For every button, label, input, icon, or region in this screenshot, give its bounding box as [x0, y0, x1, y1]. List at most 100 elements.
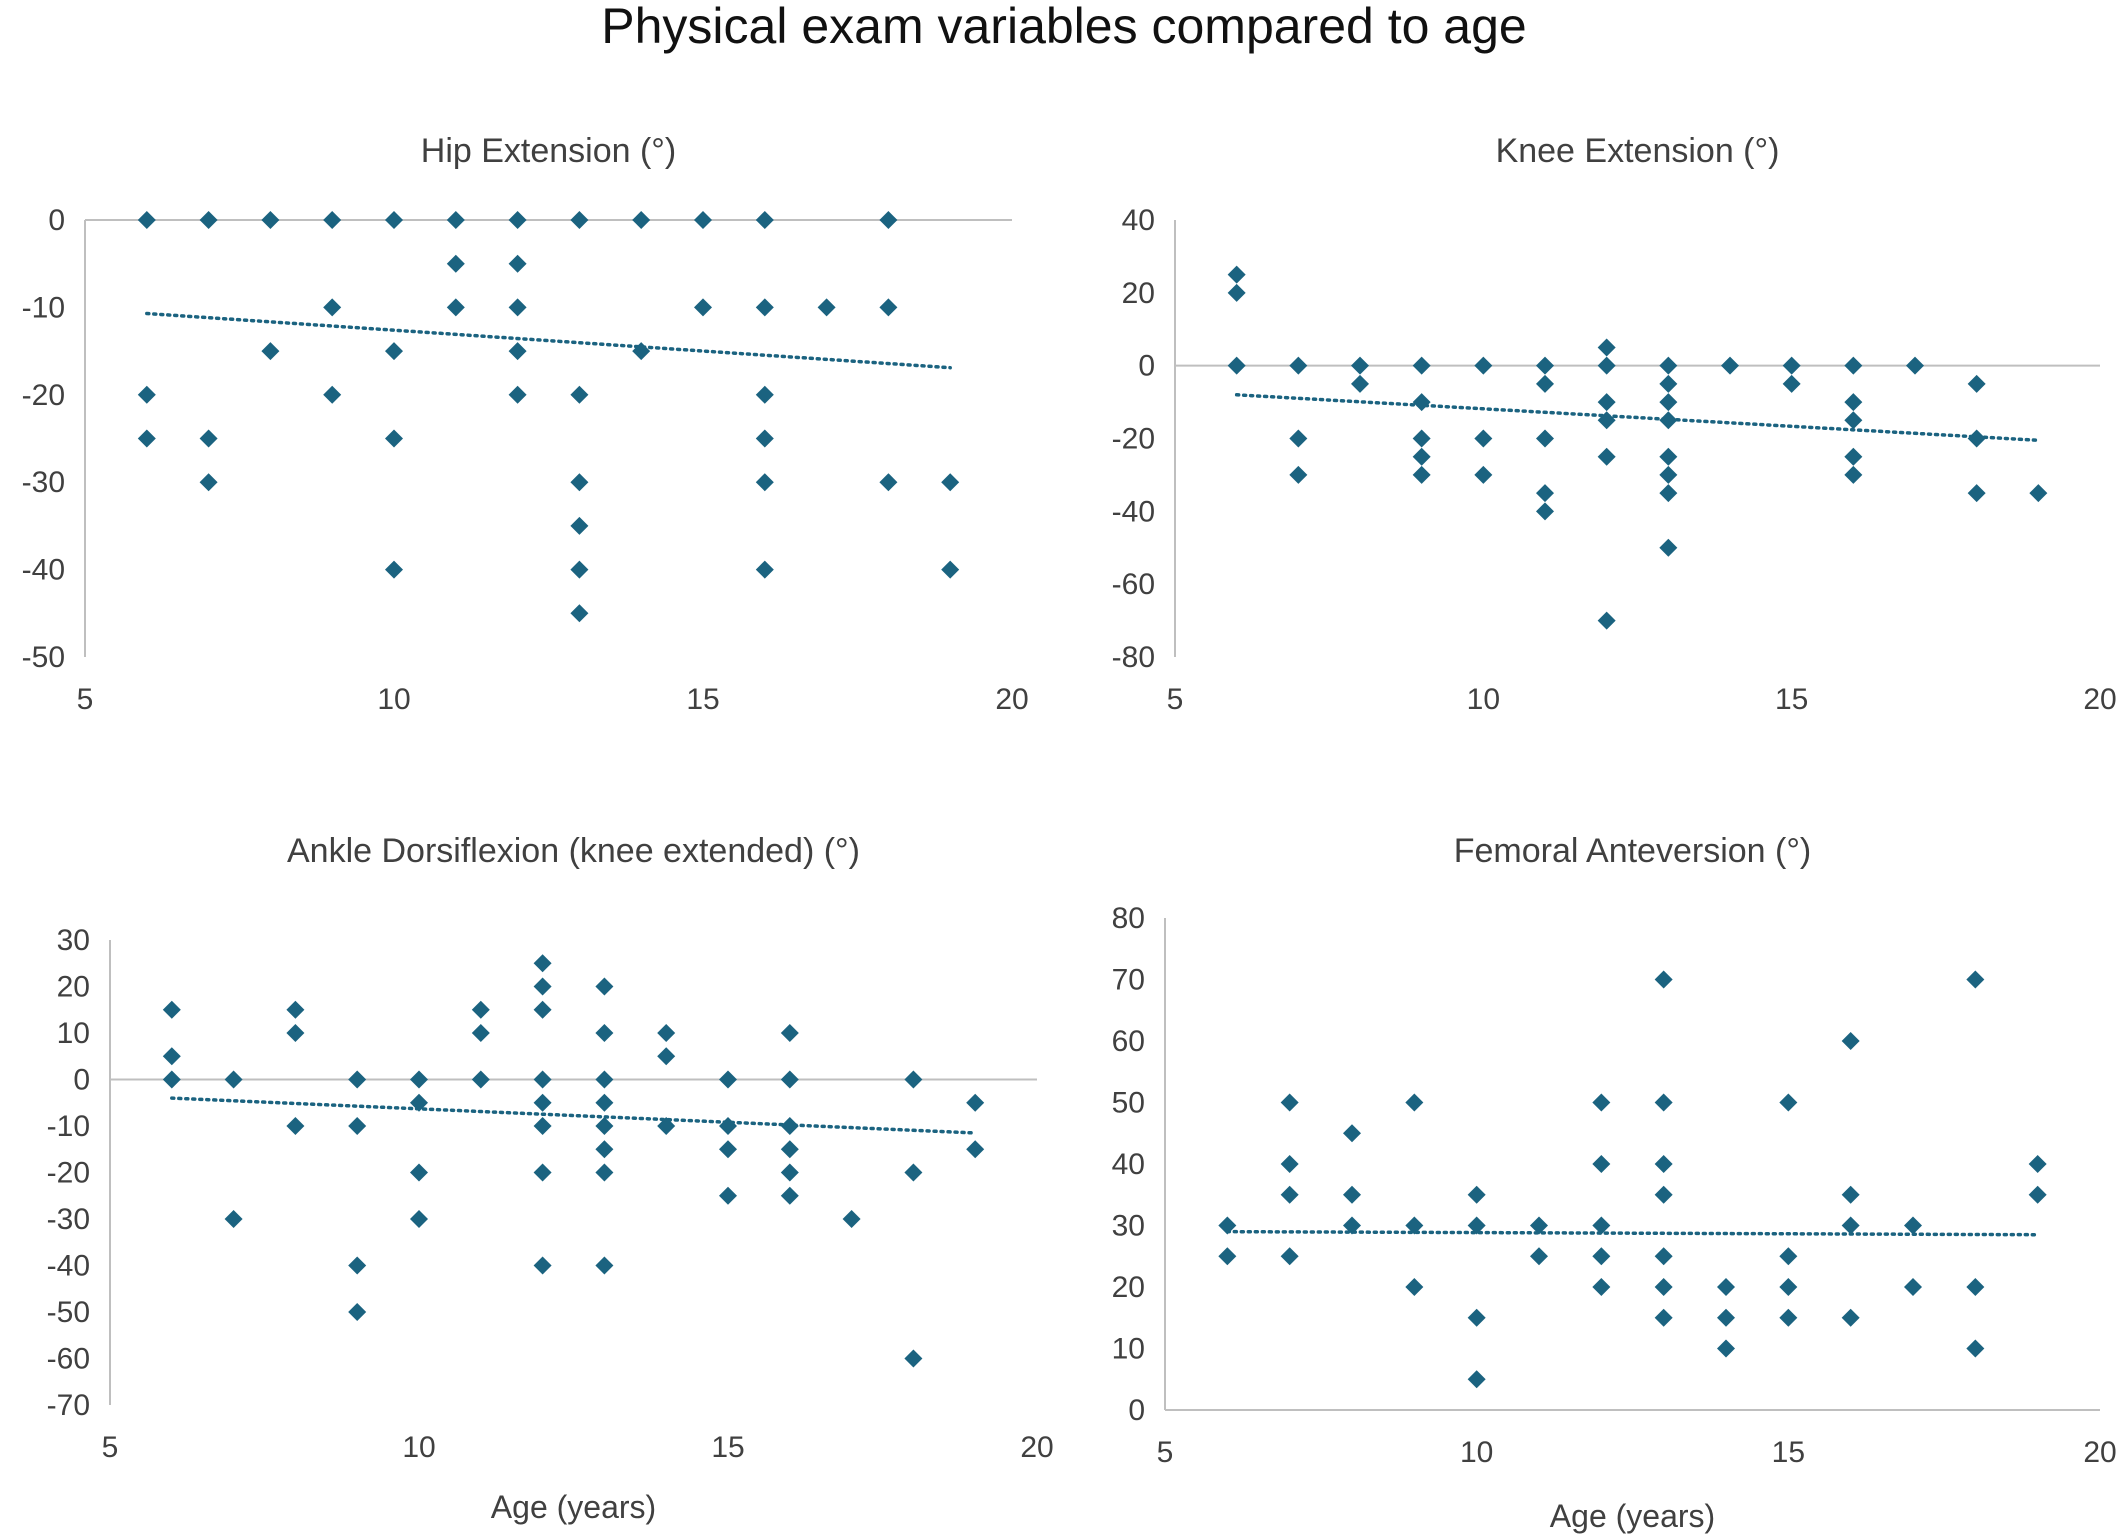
data-point [1536, 484, 1554, 503]
data-point [1467, 1185, 1486, 1204]
data-point [570, 385, 589, 404]
data-point [570, 473, 589, 492]
y-tick-label: -60 [47, 1343, 90, 1376]
data-point [286, 1117, 305, 1135]
y-tick-label: 20 [1122, 277, 1155, 310]
data-point [137, 385, 156, 404]
y-tick-label: -20 [1112, 423, 1155, 456]
data-point [1782, 374, 1801, 393]
data-point [1779, 1247, 1798, 1266]
data-point [941, 473, 960, 492]
data-point [1536, 502, 1554, 521]
data-point [1592, 1155, 1611, 1173]
data-point [1779, 1278, 1798, 1296]
data-point [323, 385, 342, 404]
data-point [817, 298, 836, 317]
data-point [1597, 393, 1616, 412]
data-point [1659, 447, 1678, 466]
data-point [1966, 970, 1985, 989]
x-tick-label: 5 [1157, 1436, 1174, 1469]
data-point [2029, 484, 2048, 503]
data-point [1967, 484, 1986, 503]
data-point [1227, 283, 1246, 302]
panel-title: Femoral Anteversion (°) [1454, 832, 1812, 870]
x-tick-label: 15 [1772, 1436, 1805, 1469]
y-tick-label: 80 [1112, 902, 1145, 935]
y-tick-label: -30 [47, 1203, 90, 1236]
data-point [657, 1047, 676, 1066]
x-tick-label: 20 [995, 683, 1028, 716]
data-point [780, 1163, 799, 1182]
data-point [323, 298, 342, 317]
data-point [533, 1070, 552, 1089]
data-point [385, 211, 403, 229]
y-tick-label: 60 [1112, 1025, 1145, 1058]
x-tick-label: 15 [711, 1431, 744, 1464]
data-point [533, 977, 552, 996]
data-point [1841, 1216, 1860, 1235]
data-point [1717, 1278, 1735, 1296]
data-point [385, 342, 403, 361]
data-point [570, 560, 589, 579]
data-point [1218, 1247, 1237, 1266]
data-point [1592, 1247, 1611, 1266]
data-point [1659, 374, 1678, 393]
y-tick-label: 30 [1112, 1210, 1145, 1243]
data-point [446, 211, 465, 229]
data-point [224, 1070, 243, 1089]
data-point [719, 1140, 737, 1159]
data-point [1654, 1093, 1673, 1112]
data-point [595, 1024, 614, 1042]
data-point [1280, 1155, 1299, 1173]
data-point [1412, 393, 1431, 412]
main-title: Physical exam variables compared to age [601, 0, 1527, 54]
trendline [145, 311, 952, 370]
data-point [755, 560, 774, 579]
x-tick-label: 10 [402, 1431, 435, 1464]
data-point [1597, 356, 1616, 375]
y-tick-label: 10 [57, 1017, 90, 1050]
data-point [570, 516, 589, 535]
data-point [1659, 484, 1678, 503]
data-point [780, 1024, 799, 1042]
data-point [446, 298, 465, 317]
data-point [162, 1047, 181, 1066]
y-tick-label: 0 [1138, 350, 1155, 383]
x-axis-label: Age (years) [1550, 1498, 1715, 1534]
data-point [879, 211, 898, 229]
data-point [348, 1117, 367, 1135]
data-point [1530, 1247, 1548, 1266]
y-tick-label: -60 [1112, 568, 1155, 601]
data-point [533, 1256, 552, 1275]
data-point [719, 1070, 737, 1089]
data-point [199, 211, 218, 229]
x-tick-label: 10 [1467, 683, 1500, 716]
y-tick-label: 0 [48, 204, 65, 237]
data-point [780, 1117, 799, 1135]
data-point [632, 342, 651, 361]
data-point [595, 1070, 614, 1089]
data-point [1966, 1278, 1985, 1296]
panel-title: Knee Extension (°) [1496, 132, 1780, 170]
data-point [1782, 356, 1801, 375]
x-tick-label: 20 [1020, 1431, 1053, 1464]
data-point [348, 1256, 367, 1275]
y-tick-label: -10 [22, 291, 65, 324]
data-point [595, 1256, 614, 1275]
data-point [1280, 1247, 1299, 1266]
y-tick-label: -40 [1112, 495, 1155, 528]
data-point [1227, 265, 1246, 284]
data-point [966, 1140, 985, 1159]
data-point [1779, 1093, 1798, 1112]
data-point [1654, 970, 1673, 989]
data-point [1592, 1216, 1611, 1235]
data-point [286, 1024, 305, 1042]
data-point [1717, 1339, 1735, 1358]
data-point [410, 1070, 428, 1089]
data-point [570, 604, 589, 623]
data-point [1654, 1185, 1673, 1204]
data-point [1841, 1308, 1860, 1327]
data-point [385, 429, 403, 448]
x-tick-label: 20 [2083, 1436, 2116, 1469]
